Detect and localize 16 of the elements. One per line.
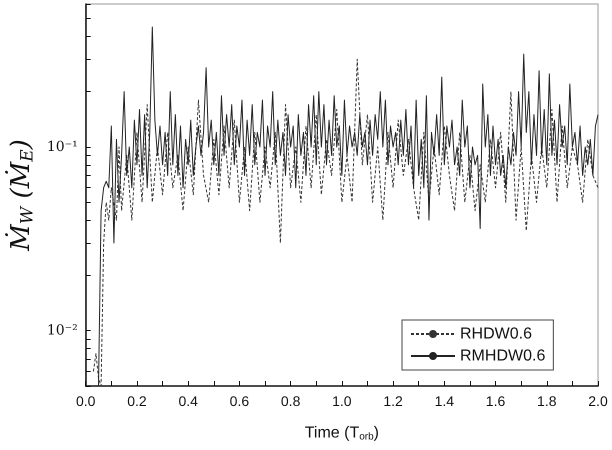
x-tick-label: 0.4	[178, 393, 198, 409]
x-tick-label: 0.0	[76, 393, 96, 409]
y-tick-label: 10⁻¹	[46, 138, 78, 155]
legend-label: RMHDW0.6	[460, 348, 546, 364]
x-tick-label: 1.8	[537, 393, 557, 409]
x-tick-label: 2.0	[588, 393, 608, 409]
x-tick-label: 0.8	[280, 393, 301, 409]
x-tick-label: 1.2	[383, 393, 404, 409]
x-tick-label: 0.6	[230, 393, 250, 409]
x-tick-label: 1.4	[434, 393, 454, 409]
legend-label: RHDW0.6	[460, 326, 532, 342]
x-tick-label: 1.6	[486, 393, 506, 409]
x-tick-label: 1.0	[332, 393, 352, 409]
x-tick-label: 0.2	[127, 393, 147, 409]
y-tick-label: 10⁻²	[46, 322, 78, 339]
y-axis-title: ṀW (ṀE)	[5, 139, 38, 252]
